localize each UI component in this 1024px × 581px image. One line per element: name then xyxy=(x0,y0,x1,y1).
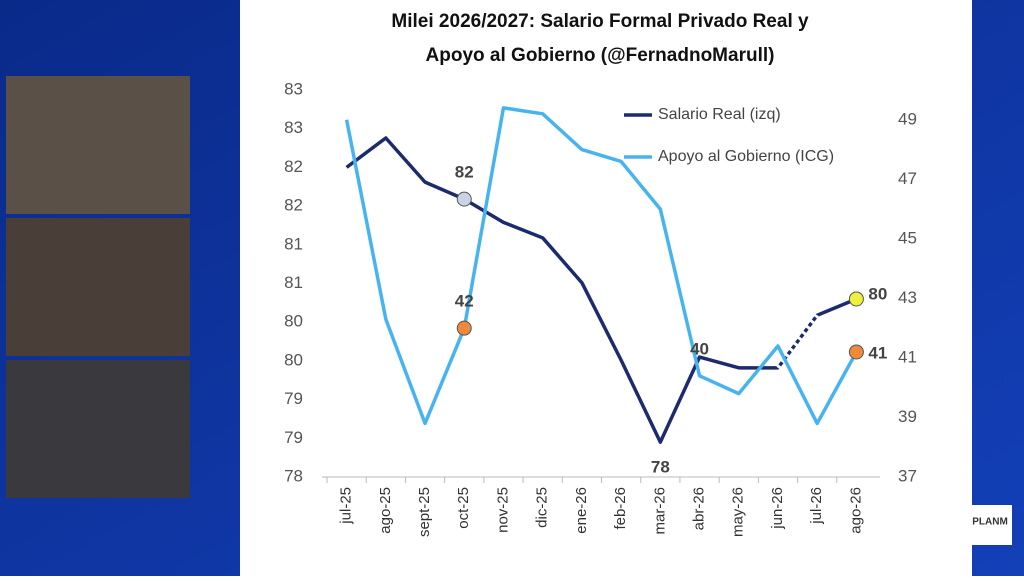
value-label: 41 xyxy=(868,343,887,362)
logo: PLANM xyxy=(972,517,1008,528)
y-tick-label: 83 xyxy=(284,79,303,98)
x-tick-label: ago-25 xyxy=(377,487,394,534)
x-tick-label: abr-26 xyxy=(691,487,708,530)
point-marker xyxy=(456,191,472,207)
y-tick-label: 82 xyxy=(284,157,303,176)
point-marker xyxy=(848,344,864,360)
x-tick-label: oct-25 xyxy=(455,487,472,529)
y2-tick-label: 43 xyxy=(898,288,917,307)
x-tick-label: may-26 xyxy=(730,487,747,537)
y-tick-label: 80 xyxy=(284,312,303,331)
chart-title: Apoyo al Gobierno (@FernadnoMarull) xyxy=(426,45,775,66)
point-marker xyxy=(848,291,864,307)
y-tick-label: 79 xyxy=(284,389,303,408)
value-label: 78 xyxy=(651,458,670,477)
x-tick-label: ene-26 xyxy=(573,487,590,534)
y2-tick-label: 37 xyxy=(898,466,917,485)
y2-tick-label: 41 xyxy=(898,347,917,366)
x-tick-label: mar-26 xyxy=(651,487,668,535)
y-tick-label: 79 xyxy=(284,428,303,447)
x-tick-label: feb-26 xyxy=(612,487,629,530)
legend-label: Salario Real (izq) xyxy=(658,106,781,123)
value-label: 42 xyxy=(455,292,474,311)
y-tick-label: 80 xyxy=(284,350,303,369)
series-line xyxy=(344,106,858,426)
y-tick-label: 81 xyxy=(284,234,303,253)
x-tick-label: sept-25 xyxy=(416,487,433,537)
y-tick-label: 78 xyxy=(284,466,303,485)
legend-label: Apoyo al Gobierno (ICG) xyxy=(658,148,834,165)
video-feed xyxy=(6,218,190,356)
x-tick-label: jun-26 xyxy=(769,487,786,530)
x-tick-label: jul-25 xyxy=(338,487,355,525)
y2-tick-label: 49 xyxy=(898,109,917,128)
x-tick-label: ago-26 xyxy=(847,487,864,534)
x-tick-label: nov-25 xyxy=(494,487,511,533)
y2-tick-label: 39 xyxy=(898,407,917,426)
logo-box xyxy=(968,505,1012,545)
value-label: 82 xyxy=(455,163,474,182)
y-tick-label: 82 xyxy=(284,196,303,215)
value-label: 40 xyxy=(690,339,709,358)
y-tick-label: 81 xyxy=(284,273,303,292)
video-feed xyxy=(6,76,190,214)
series-line xyxy=(345,136,858,444)
chart-panel xyxy=(240,0,972,576)
x-tick-label: jul-26 xyxy=(808,487,825,525)
value-label: 80 xyxy=(868,284,887,303)
video-feed xyxy=(6,360,190,498)
x-tick-label: dic-25 xyxy=(534,487,551,528)
y2-tick-label: 45 xyxy=(898,228,917,247)
y-tick-label: 83 xyxy=(284,118,303,137)
chart-title: Milei 2026/2027: Salario Formal Privado … xyxy=(391,11,809,32)
point-marker xyxy=(456,320,472,336)
y2-tick-label: 47 xyxy=(898,169,917,188)
